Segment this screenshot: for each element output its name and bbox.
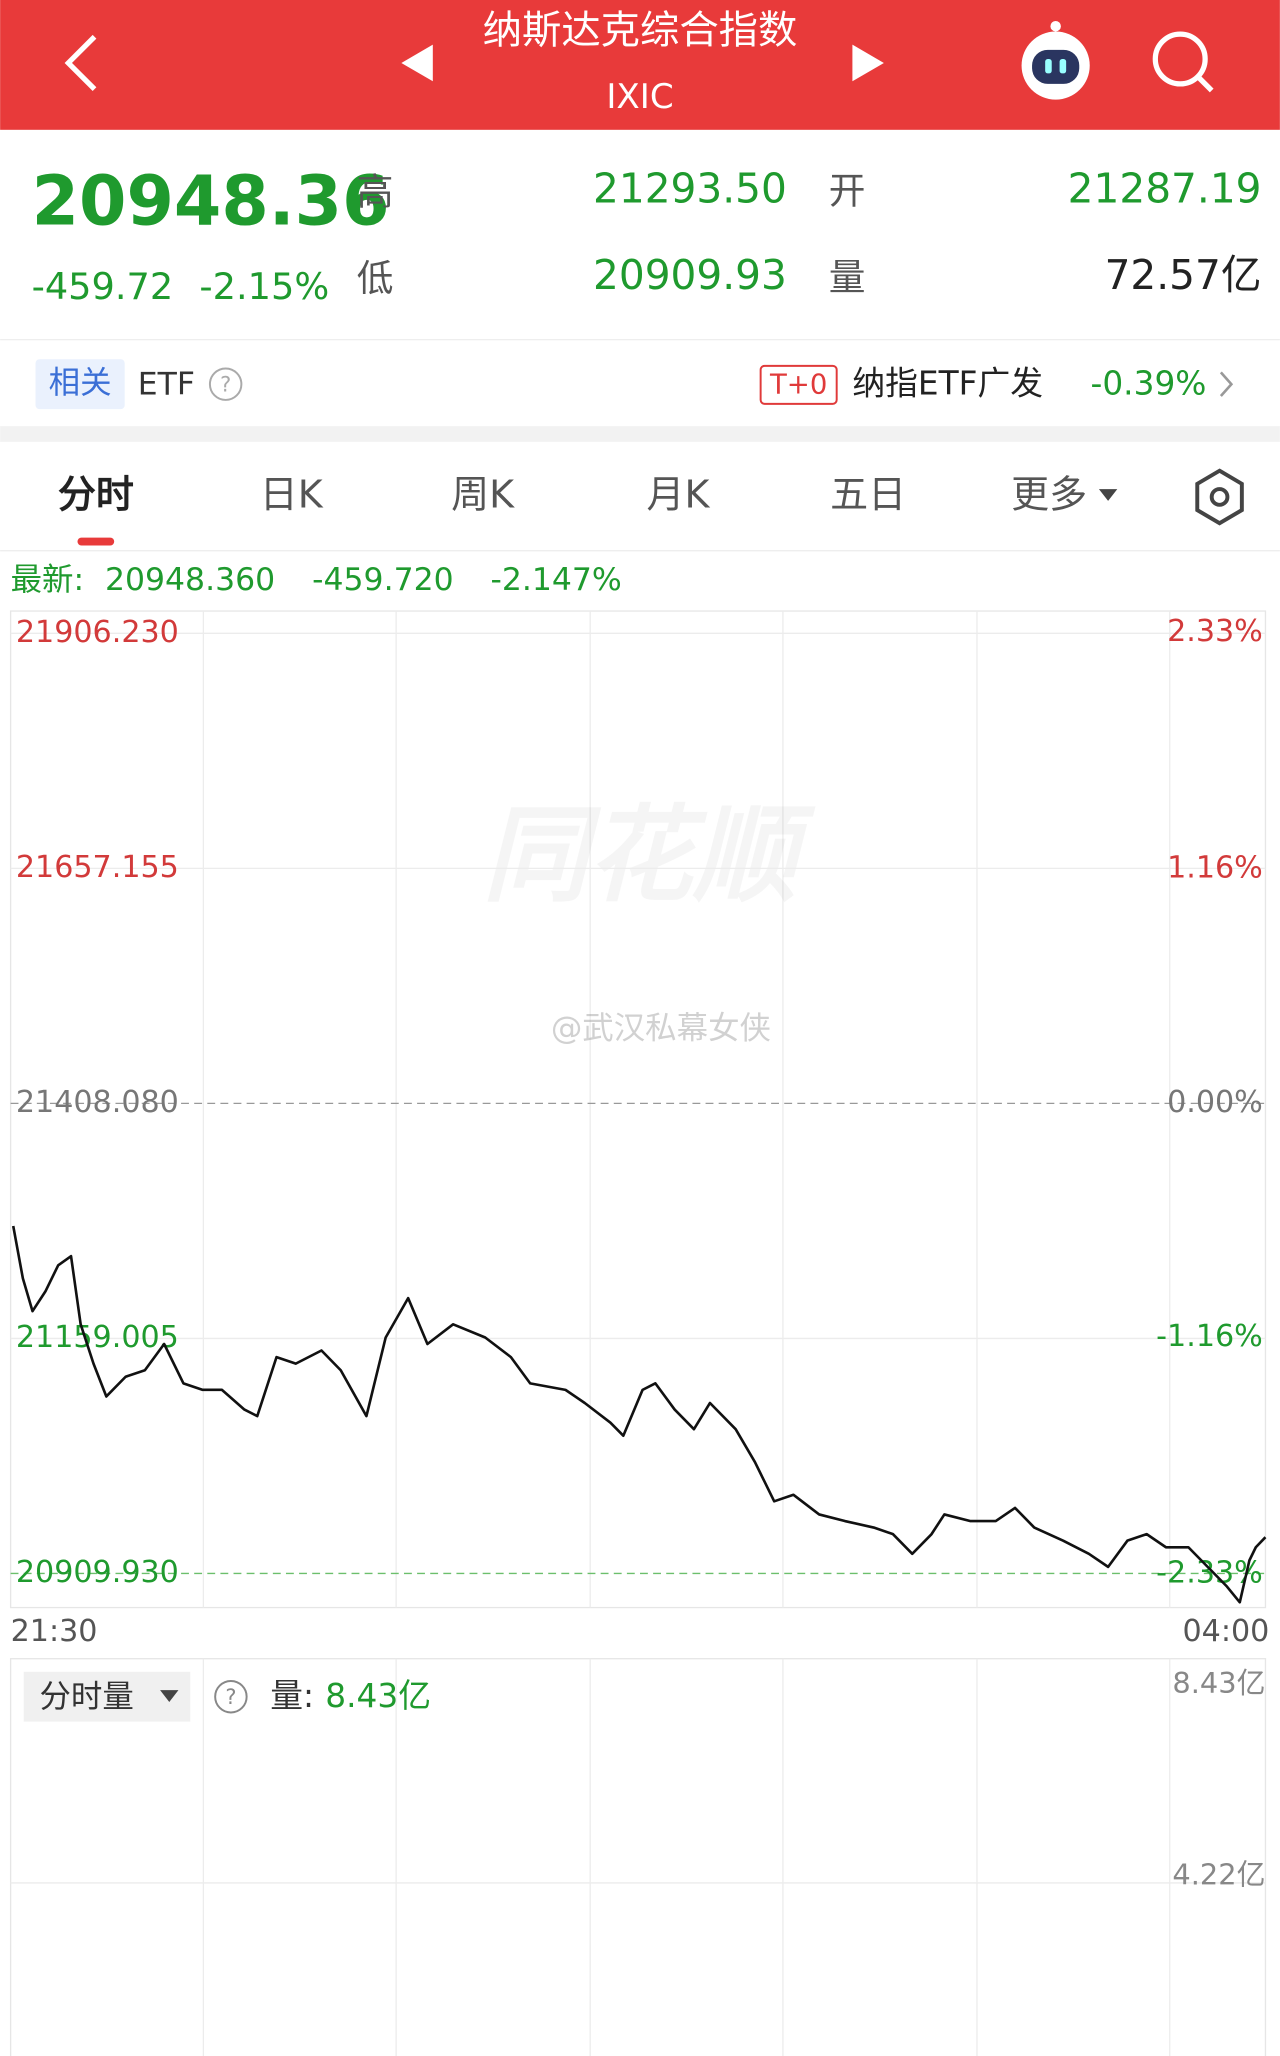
volume-tick-label: 4.22亿 bbox=[1172, 1857, 1265, 1891]
y2-tick-label: 1.16% bbox=[1167, 851, 1263, 886]
more-dropdown-arrow[interactable] bbox=[1098, 489, 1118, 501]
high-value: 21293.50 bbox=[593, 164, 787, 212]
tab-bar: 分时 日K 周K 月K 五日 更多 bbox=[58, 472, 1087, 516]
tab[interactable]: 更多 bbox=[1011, 472, 1087, 516]
search-icon[interactable] bbox=[1152, 31, 1214, 93]
x-tick-label: 04:00 bbox=[1183, 1614, 1270, 1649]
etf-change: -0.39% bbox=[1091, 365, 1207, 403]
volume-label: 量 bbox=[829, 256, 866, 299]
user-watermark: @武汉私幕女侠 bbox=[551, 1010, 771, 1046]
y2-tick-label: -1.16% bbox=[1156, 1319, 1263, 1354]
tab[interactable]: 周K bbox=[451, 472, 515, 516]
latest-change: -459.720 bbox=[312, 562, 453, 598]
low-label: 低 bbox=[357, 257, 394, 300]
price-change: -459.72 bbox=[32, 265, 174, 308]
price-line bbox=[11, 1225, 1267, 1604]
volume-selector-arrow[interactable] bbox=[160, 1690, 179, 1702]
latest-change-pct: -2.147% bbox=[491, 562, 622, 598]
y-tick-label: 21657.155 bbox=[16, 850, 179, 885]
tab[interactable]: 分时 bbox=[58, 472, 134, 516]
volume-frame bbox=[9, 1658, 1267, 2056]
last-price: 20948.36 bbox=[32, 162, 390, 241]
assistant-icon[interactable] bbox=[1021, 20, 1090, 100]
svg-text:?: ? bbox=[225, 1685, 236, 1709]
etf-chevron[interactable] bbox=[1219, 371, 1234, 397]
section-gap bbox=[0, 426, 1280, 442]
open-value: 21287.19 bbox=[1068, 164, 1262, 212]
etf-name[interactable]: 纳指ETF广发 bbox=[852, 365, 1043, 403]
x-tick-label: 21:30 bbox=[11, 1614, 98, 1649]
tab[interactable]: 月K bbox=[647, 472, 711, 516]
high-label: 高 bbox=[357, 171, 394, 214]
plot-frame bbox=[9, 610, 1267, 1609]
y-tick-label: 21408.080 bbox=[16, 1085, 179, 1120]
y-tick-label: 20909.930 bbox=[16, 1555, 179, 1590]
t0-badge-box bbox=[759, 364, 838, 405]
volume-tick-label: 8.43亿 bbox=[1172, 1666, 1265, 1700]
index-title: 纳斯达克综合指数 bbox=[483, 7, 798, 53]
y-tick-label: 21906.230 bbox=[16, 615, 179, 650]
tab[interactable]: 日K bbox=[260, 472, 324, 516]
latest-price: 20948.360 bbox=[105, 562, 275, 598]
index-code: IXIC bbox=[606, 77, 673, 117]
settings-icon[interactable] bbox=[1195, 468, 1244, 526]
brand-watermark: 同花顺 bbox=[483, 795, 817, 917]
volume-selector[interactable]: 分时量 bbox=[39, 1679, 133, 1715]
help-icon[interactable]: ? bbox=[208, 367, 243, 401]
active-tab-indicator bbox=[77, 537, 115, 546]
y2-tick-label: 2.33% bbox=[1167, 614, 1263, 649]
t0-badge: T+0 bbox=[769, 369, 827, 401]
price-change-pct: -2.15% bbox=[199, 265, 329, 308]
settings-icon-center bbox=[1209, 487, 1230, 507]
etf-tag-bg bbox=[35, 359, 125, 410]
volume-grid bbox=[10, 1658, 1266, 2056]
volume-selector-bg[interactable] bbox=[23, 1671, 191, 1722]
etf-tag: 相关 bbox=[49, 365, 112, 401]
intraday-chart: 21906.230 21657.155 21408.080 21159.005 2090… bbox=[11, 614, 1270, 1649]
time-grid bbox=[202, 611, 1171, 1608]
volume-panel-value: 8.43亿 bbox=[325, 1677, 431, 1715]
prev-index[interactable] bbox=[401, 44, 433, 82]
open-label: 开 bbox=[829, 169, 866, 212]
volume-panel-label: 量: bbox=[270, 1677, 314, 1715]
tab[interactable]: 五日 bbox=[830, 472, 906, 516]
next-index[interactable] bbox=[852, 44, 884, 82]
latest-label: 最新: bbox=[11, 562, 85, 598]
etf-label[interactable]: ETF bbox=[138, 367, 195, 403]
back-button[interactable] bbox=[64, 34, 97, 92]
help-icon[interactable]: ? bbox=[214, 1680, 248, 1714]
volume-value: 72.57亿 bbox=[1105, 251, 1262, 299]
low-value: 20909.93 bbox=[593, 251, 787, 299]
y-tick-label: 21159.005 bbox=[16, 1320, 179, 1355]
svg-text:?: ? bbox=[220, 373, 231, 397]
y2-tick-label: 0.00% bbox=[1167, 1085, 1263, 1120]
